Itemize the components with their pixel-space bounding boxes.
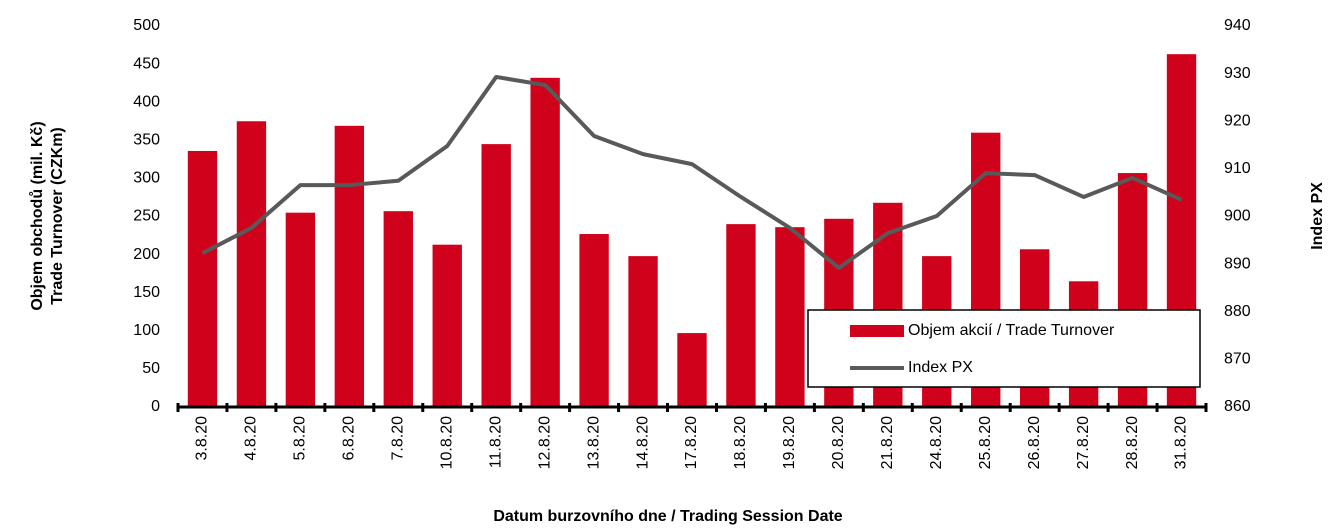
x-tick-label: 18.8.20 xyxy=(732,416,749,469)
y2-tick-label: 860 xyxy=(1224,398,1251,415)
y2-tick-label: 920 xyxy=(1224,112,1251,129)
line xyxy=(201,74,1183,270)
bar xyxy=(628,256,658,407)
y2-tick-label: 880 xyxy=(1224,303,1251,320)
x-tick-label: 11.8.20 xyxy=(487,416,504,468)
legend-label: Index PX xyxy=(908,359,973,376)
bar xyxy=(383,211,413,407)
x-tick-label: 3.8.20 xyxy=(194,416,211,461)
x-tick-label: 26.8.20 xyxy=(1026,416,1043,469)
x-tick-label: 4.8.20 xyxy=(243,416,260,461)
bar xyxy=(579,234,609,407)
y-tick-label: 150 xyxy=(133,284,160,301)
x-tick-label: 25.8.20 xyxy=(977,416,994,469)
y-tick-label: 100 xyxy=(133,322,160,339)
x-tick-label: 24.8.20 xyxy=(928,416,945,469)
bar xyxy=(187,150,218,407)
y2-tick-label: 940 xyxy=(1224,17,1251,34)
bar xyxy=(432,244,462,407)
legend-label: Objem akcií / Trade Turnover xyxy=(908,322,1115,339)
y-tick-label: 250 xyxy=(133,208,160,225)
y2-tick-label: 900 xyxy=(1224,208,1251,225)
y2-tick-label: 870 xyxy=(1224,351,1251,368)
bar xyxy=(481,144,511,408)
bar xyxy=(677,333,707,407)
x-tick-label: 13.8.20 xyxy=(585,416,602,469)
y2-axis-label: Index PX xyxy=(1309,182,1326,250)
y-tick-label: 200 xyxy=(133,246,160,263)
y-tick-label: 350 xyxy=(133,132,160,149)
y-tick-label: 300 xyxy=(133,170,160,187)
x-tick-label: 12.8.20 xyxy=(536,416,553,469)
bar xyxy=(285,212,316,407)
bar xyxy=(775,227,805,407)
x-tick-label: 14.8.20 xyxy=(634,416,651,469)
y-tick-label: 50 xyxy=(142,360,160,377)
legend-box xyxy=(807,309,1201,388)
y-axis-label: Objem obchodů (mil. Kč) xyxy=(29,121,46,310)
x-tick-label: 28.8.20 xyxy=(1124,416,1141,469)
bar xyxy=(726,224,756,407)
x-tick-label: 27.8.20 xyxy=(1075,416,1092,469)
y-axis-label: Trade Turnover (CZKm) xyxy=(49,127,66,305)
x-tick-label: 5.8.20 xyxy=(292,416,309,461)
x-tick-label: 20.8.20 xyxy=(830,416,847,469)
x-tick-label: 19.8.20 xyxy=(781,416,798,469)
y-tick-label: 450 xyxy=(133,55,160,72)
x-tick-label: 31.8.20 xyxy=(1173,416,1190,469)
y-tick-label: 400 xyxy=(133,93,160,110)
x-tick-label: 6.8.20 xyxy=(341,416,358,461)
x-tick-label: 21.8.20 xyxy=(879,416,896,469)
bar xyxy=(334,125,365,408)
legend-swatch xyxy=(850,325,904,337)
bar xyxy=(530,77,560,407)
y2-tick-label: 890 xyxy=(1224,255,1251,272)
x-axis-label: Datum burzovního dne / Trading Session D… xyxy=(493,508,842,525)
y-tick-label: 500 xyxy=(133,17,160,34)
x-tick-label: 10.8.20 xyxy=(438,416,455,469)
y-tick-label: 0 xyxy=(151,398,160,415)
bar xyxy=(236,121,267,407)
x-tick-label: 17.8.20 xyxy=(683,416,700,469)
x-tick-label: 7.8.20 xyxy=(390,416,407,461)
y2-tick-label: 930 xyxy=(1224,65,1251,82)
y2-tick-label: 910 xyxy=(1224,160,1251,177)
